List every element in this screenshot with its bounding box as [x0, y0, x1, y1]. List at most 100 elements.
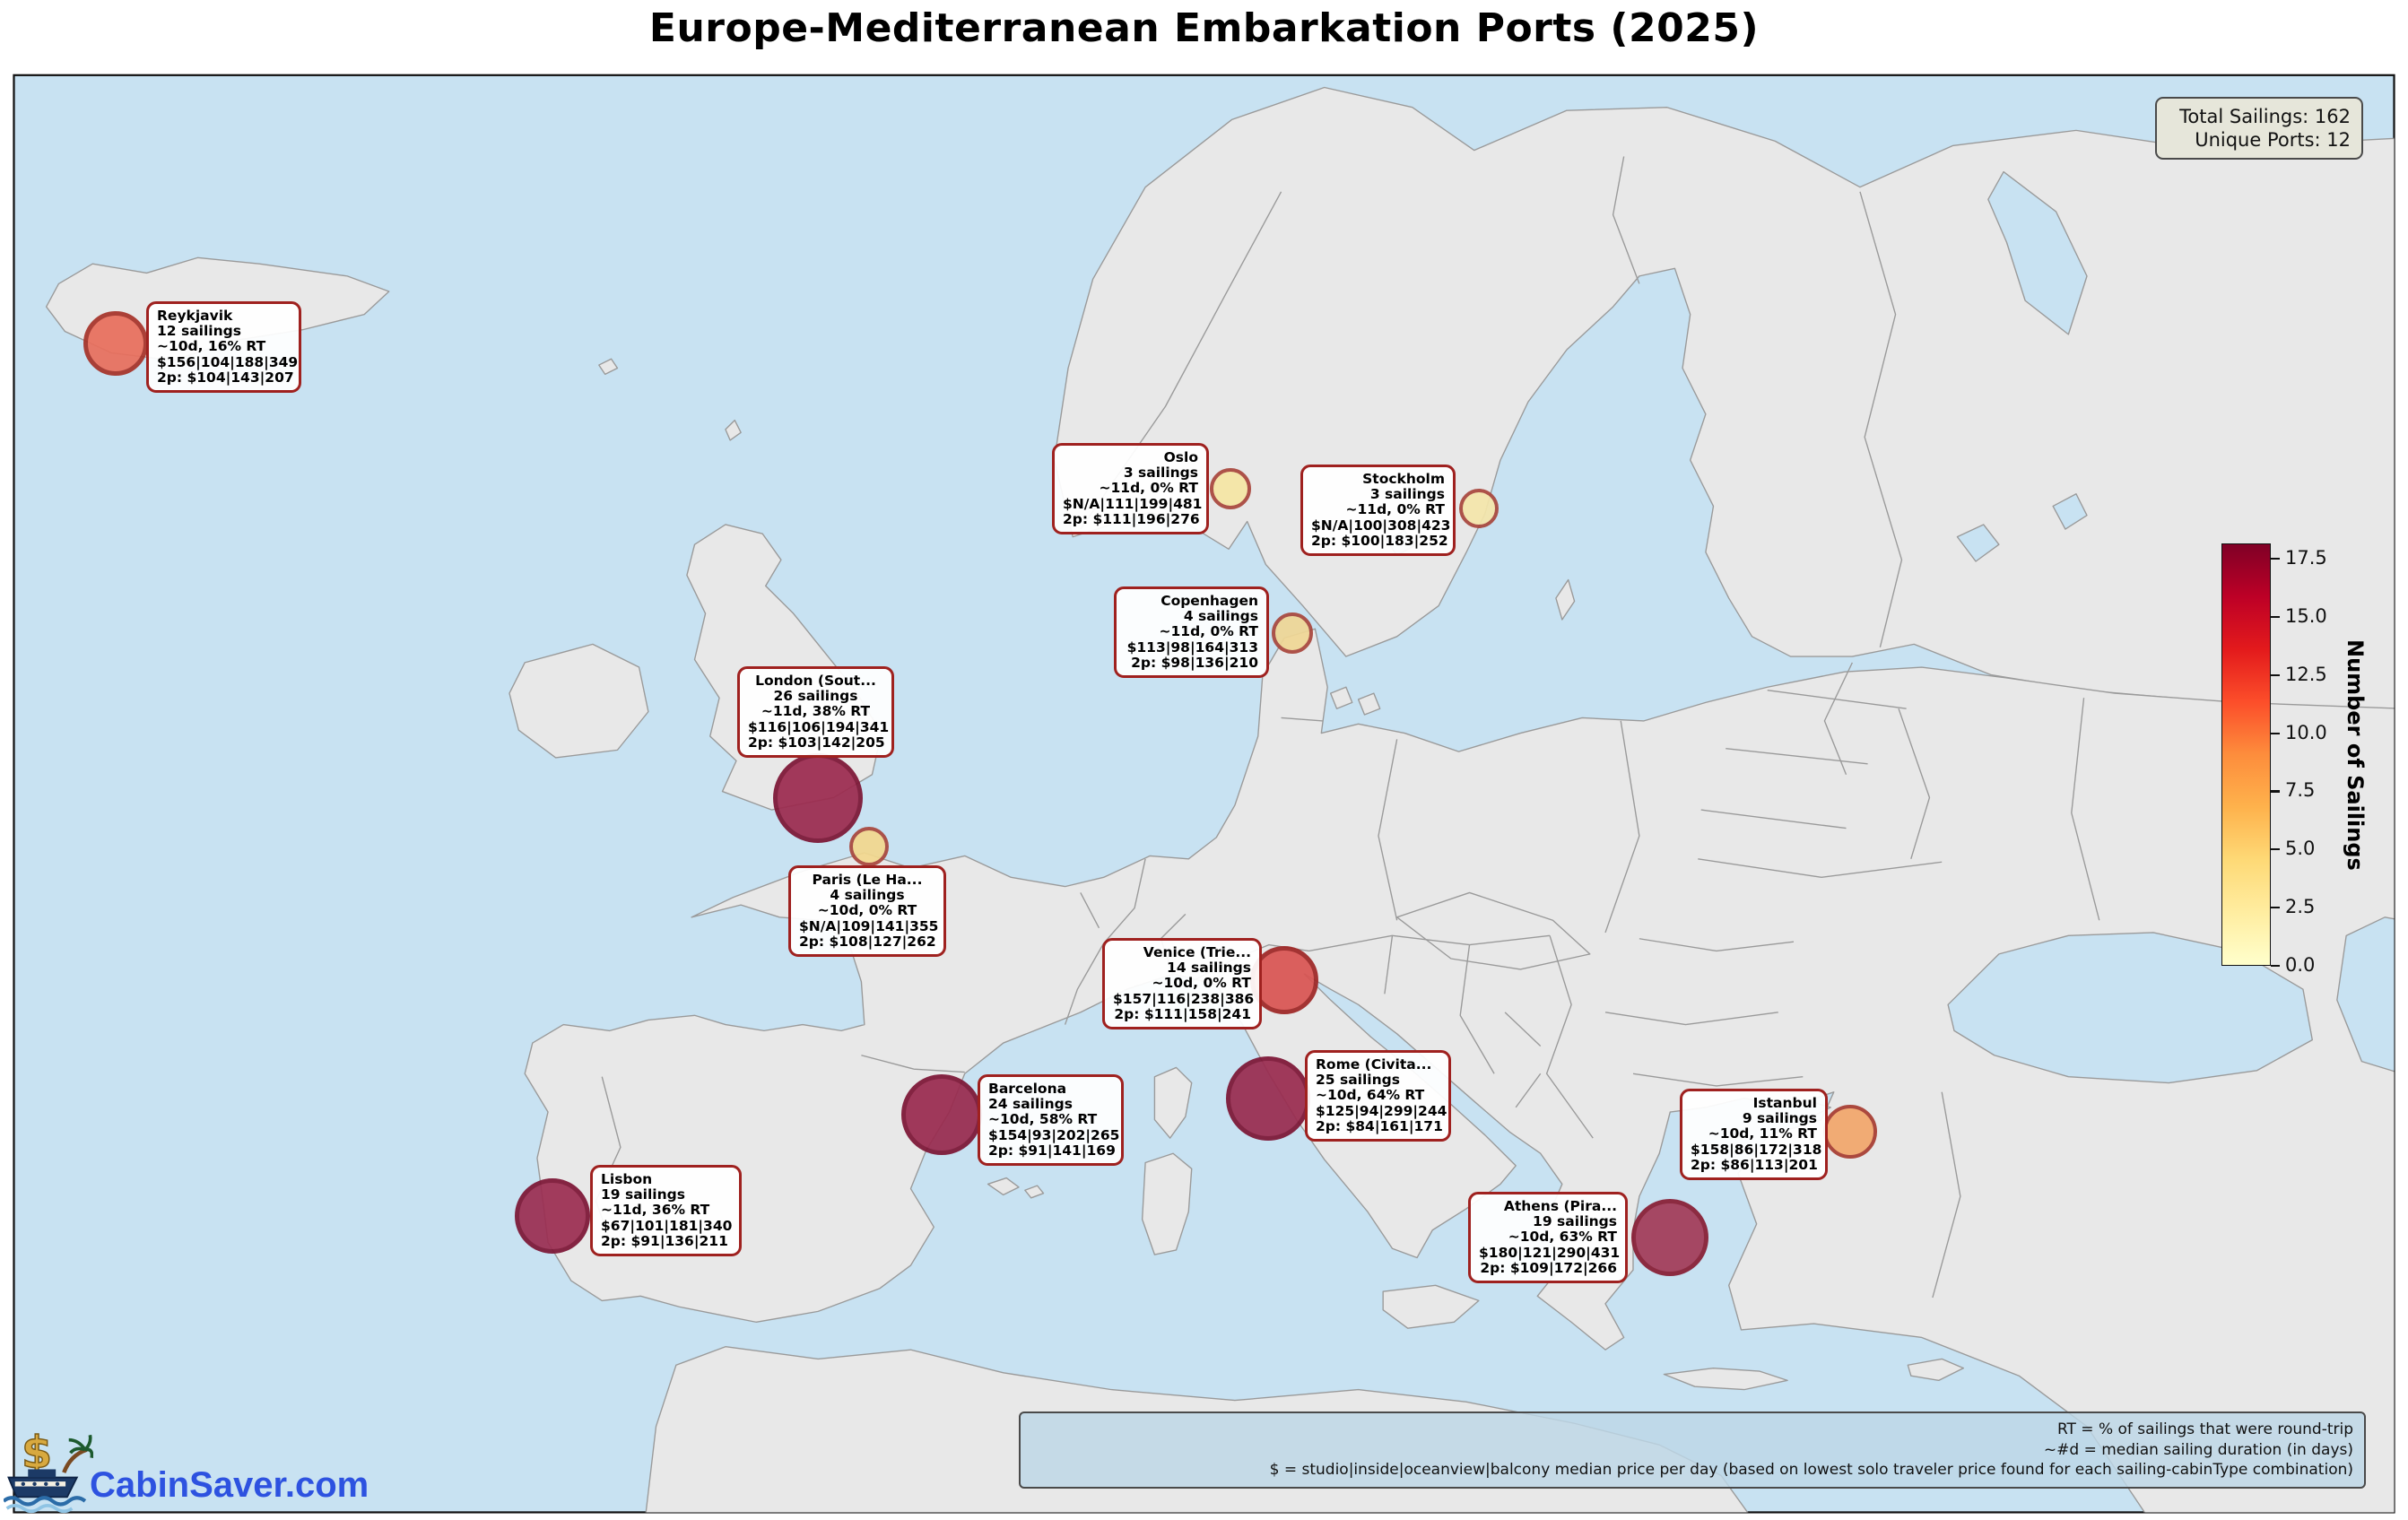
cabinsaver-logo-icon: $	[4, 1426, 93, 1514]
port-marker-stockholm	[1459, 489, 1499, 528]
port-sailings: 9 sailings	[1742, 1110, 1817, 1127]
colorbar-tick-label: 0.0	[2285, 954, 2316, 977]
port-prices-2p: 2p: $109|172|266	[1480, 1259, 1617, 1276]
port-prices: $156|104|188|349	[157, 353, 299, 370]
port-marker-lisbon	[515, 1178, 590, 1254]
port-duration-rt: ~11d, 38% RT	[761, 703, 871, 720]
port-label-london: London (Sout... 26 sailings ~11d, 38% RT $1…	[737, 666, 894, 759]
landmasses	[45, 86, 2395, 1513]
port-sailings: 26 sailings	[773, 688, 858, 705]
port-prices: $154|93|202|265	[988, 1126, 1120, 1143]
legend-note: RT = % of sailings that were round-trip …	[1019, 1411, 2366, 1489]
port-duration-rt: ~11d, 0% RT	[1099, 480, 1198, 497]
landmass-ireland	[509, 643, 649, 759]
port-prices: $N/A|111|199|481	[1063, 495, 1203, 512]
port-prices: $N/A|100|308|423	[1311, 517, 1451, 534]
port-name: Rome (Civita...	[1316, 1056, 1432, 1073]
port-prices: $125|94|299|244	[1316, 1102, 1447, 1119]
cabinsaver-site-link: CabinSaver.com	[90, 1465, 369, 1505]
colorbar-tick-label: 2.5	[2285, 896, 2316, 918]
colorbar	[2221, 543, 2271, 966]
legend-note-line1: RT = % of sailings that were round-trip	[2056, 1420, 2353, 1438]
colorbar-ticks: 17.5 15.0 12.5 10.0 7.5 5.0 2.5 0.0	[2271, 543, 2405, 976]
colorbar-tick-label: 10.0	[2285, 721, 2327, 743]
port-name: Lisbon	[601, 1171, 653, 1187]
port-prices: $158|86|172|318	[1691, 1141, 1822, 1158]
port-prices-2p: 2p: $98|136|210	[1131, 654, 1258, 671]
port-label-lisbon: Lisbon 19 sailings ~11d, 36% RT $67|101|181…	[590, 1165, 742, 1257]
port-marker-paris	[849, 827, 889, 866]
port-prices-2p: 2p: $111|158|241	[1114, 1005, 1251, 1022]
legend-note-line2: ~#d = median sailing duration (in days)	[2043, 1440, 2353, 1459]
port-duration-rt: ~11d, 36% RT	[601, 1202, 710, 1219]
black-sea	[1947, 932, 2313, 1084]
port-name: Stockholm	[1362, 471, 1445, 487]
colorbar-tick-label: 7.5	[2285, 779, 2316, 802]
page-title: Europe-Mediterranean Embarkation Ports (…	[648, 5, 1760, 51]
port-marker-london	[773, 753, 863, 843]
port-name: Venice (Trie...	[1143, 944, 1251, 960]
port-label-paris: Paris (Le Ha... 4 sailings ~10d, 0% RT $N/A…	[788, 865, 946, 958]
port-name: Oslo	[1163, 449, 1198, 465]
port-duration-rt: ~10d, 0% RT	[1152, 975, 1251, 992]
port-label-copenhagen: Copenhagen 4 sailings ~11d, 0% RT $113|98|1…	[1114, 586, 1269, 679]
port-prices-2p: 2p: $91|136|211	[601, 1232, 728, 1249]
legend-note-line3: $ = studio|inside|oceanview|balcony medi…	[1269, 1461, 2353, 1479]
port-marker-rome	[1226, 1056, 1310, 1141]
port-marker-barcelona	[901, 1074, 982, 1155]
port-prices: $157|116|238|386	[1113, 990, 1255, 1007]
white-sea	[1987, 170, 2088, 335]
port-prices-2p: 2p: $91|141|169	[988, 1142, 1116, 1159]
port-prices-2p: 2p: $108|127|262	[799, 933, 936, 950]
unique-ports: Unique Ports: 12	[2195, 129, 2351, 151]
port-label-barcelona: Barcelona 24 sailings ~10d, 58% RT $154|93|…	[978, 1074, 1124, 1167]
summary-box: Total Sailings: 162 Unique Ports: 12	[2155, 97, 2363, 160]
port-name: Paris (Le Ha...	[812, 872, 923, 888]
port-sailings: 3 sailings	[1369, 486, 1445, 503]
port-prices: $113|98|164|313	[1126, 638, 1258, 656]
port-sailings: 12 sailings	[157, 323, 241, 340]
port-sailings: 24 sailings	[988, 1096, 1073, 1113]
port-duration-rt: ~10d, 11% RT	[1708, 1125, 1817, 1142]
colorbar-label: Number of Sailings	[2343, 638, 2368, 871]
port-name: Copenhagen	[1161, 593, 1258, 609]
port-name: Reykjavik	[157, 308, 233, 324]
colorbar-tick-label: 12.5	[2285, 663, 2327, 685]
port-marker-reykjavik	[83, 311, 148, 376]
port-sailings: 4 sailings	[830, 887, 905, 904]
port-prices-2p: 2p: $100|183|252	[1311, 532, 1448, 549]
port-prices-2p: 2p: $84|161|171	[1316, 1117, 1443, 1134]
port-marker-athens	[1631, 1199, 1708, 1276]
port-label-istanbul: Istanbul 9 sailings ~10d, 11% RT $158|86|17…	[1680, 1089, 1828, 1181]
port-duration-rt: ~11d, 0% RT	[1159, 623, 1258, 640]
port-duration-rt: ~10d, 0% RT	[817, 902, 917, 919]
port-prices-2p: 2p: $111|196|276	[1063, 510, 1200, 527]
port-sailings: 4 sailings	[1183, 608, 1258, 625]
port-duration-rt: ~10d, 16% RT	[157, 338, 266, 355]
port-prices: $N/A|109|141|355	[799, 917, 939, 934]
islands	[987, 578, 1964, 1391]
port-marker-copenhagen	[1272, 612, 1313, 654]
port-sailings: 14 sailings	[1167, 960, 1251, 977]
country-borders	[595, 156, 2100, 1299]
port-prices-2p: 2p: $103|142|205	[748, 734, 885, 751]
port-marker-oslo	[1210, 468, 1251, 509]
port-duration-rt: ~10d, 64% RT	[1316, 1087, 1425, 1104]
port-prices-2p: 2p: $86|113|201	[1691, 1156, 1818, 1173]
port-prices: $180|121|290|431	[1479, 1244, 1621, 1261]
port-sailings: 19 sailings	[601, 1186, 685, 1203]
port-prices-2p: 2p: $104|143|207	[157, 369, 294, 386]
port-name: London (Sout...	[755, 673, 876, 689]
port-prices: $67|101|181|340	[601, 1217, 733, 1234]
port-label-oslo: Oslo 3 sailings ~11d, 0% RT $N/A|111|199|48…	[1052, 443, 1209, 535]
port-sailings: 19 sailings	[1533, 1213, 1617, 1230]
port-marker-istanbul	[1823, 1105, 1877, 1159]
port-label-venice: Venice (Trie... 14 sailings ~10d, 0% RT $15…	[1102, 938, 1262, 1030]
port-duration-rt: ~10d, 63% RT	[1508, 1229, 1617, 1246]
colorbar-tick-label: 5.0	[2285, 838, 2316, 860]
port-label-athens: Athens (Pira... 19 sailings ~10d, 63% RT $1…	[1468, 1192, 1628, 1284]
port-duration-rt: ~11d, 0% RT	[1345, 501, 1445, 518]
port-name: Istanbul	[1752, 1095, 1817, 1111]
port-name: Athens (Pira...	[1503, 1198, 1617, 1214]
